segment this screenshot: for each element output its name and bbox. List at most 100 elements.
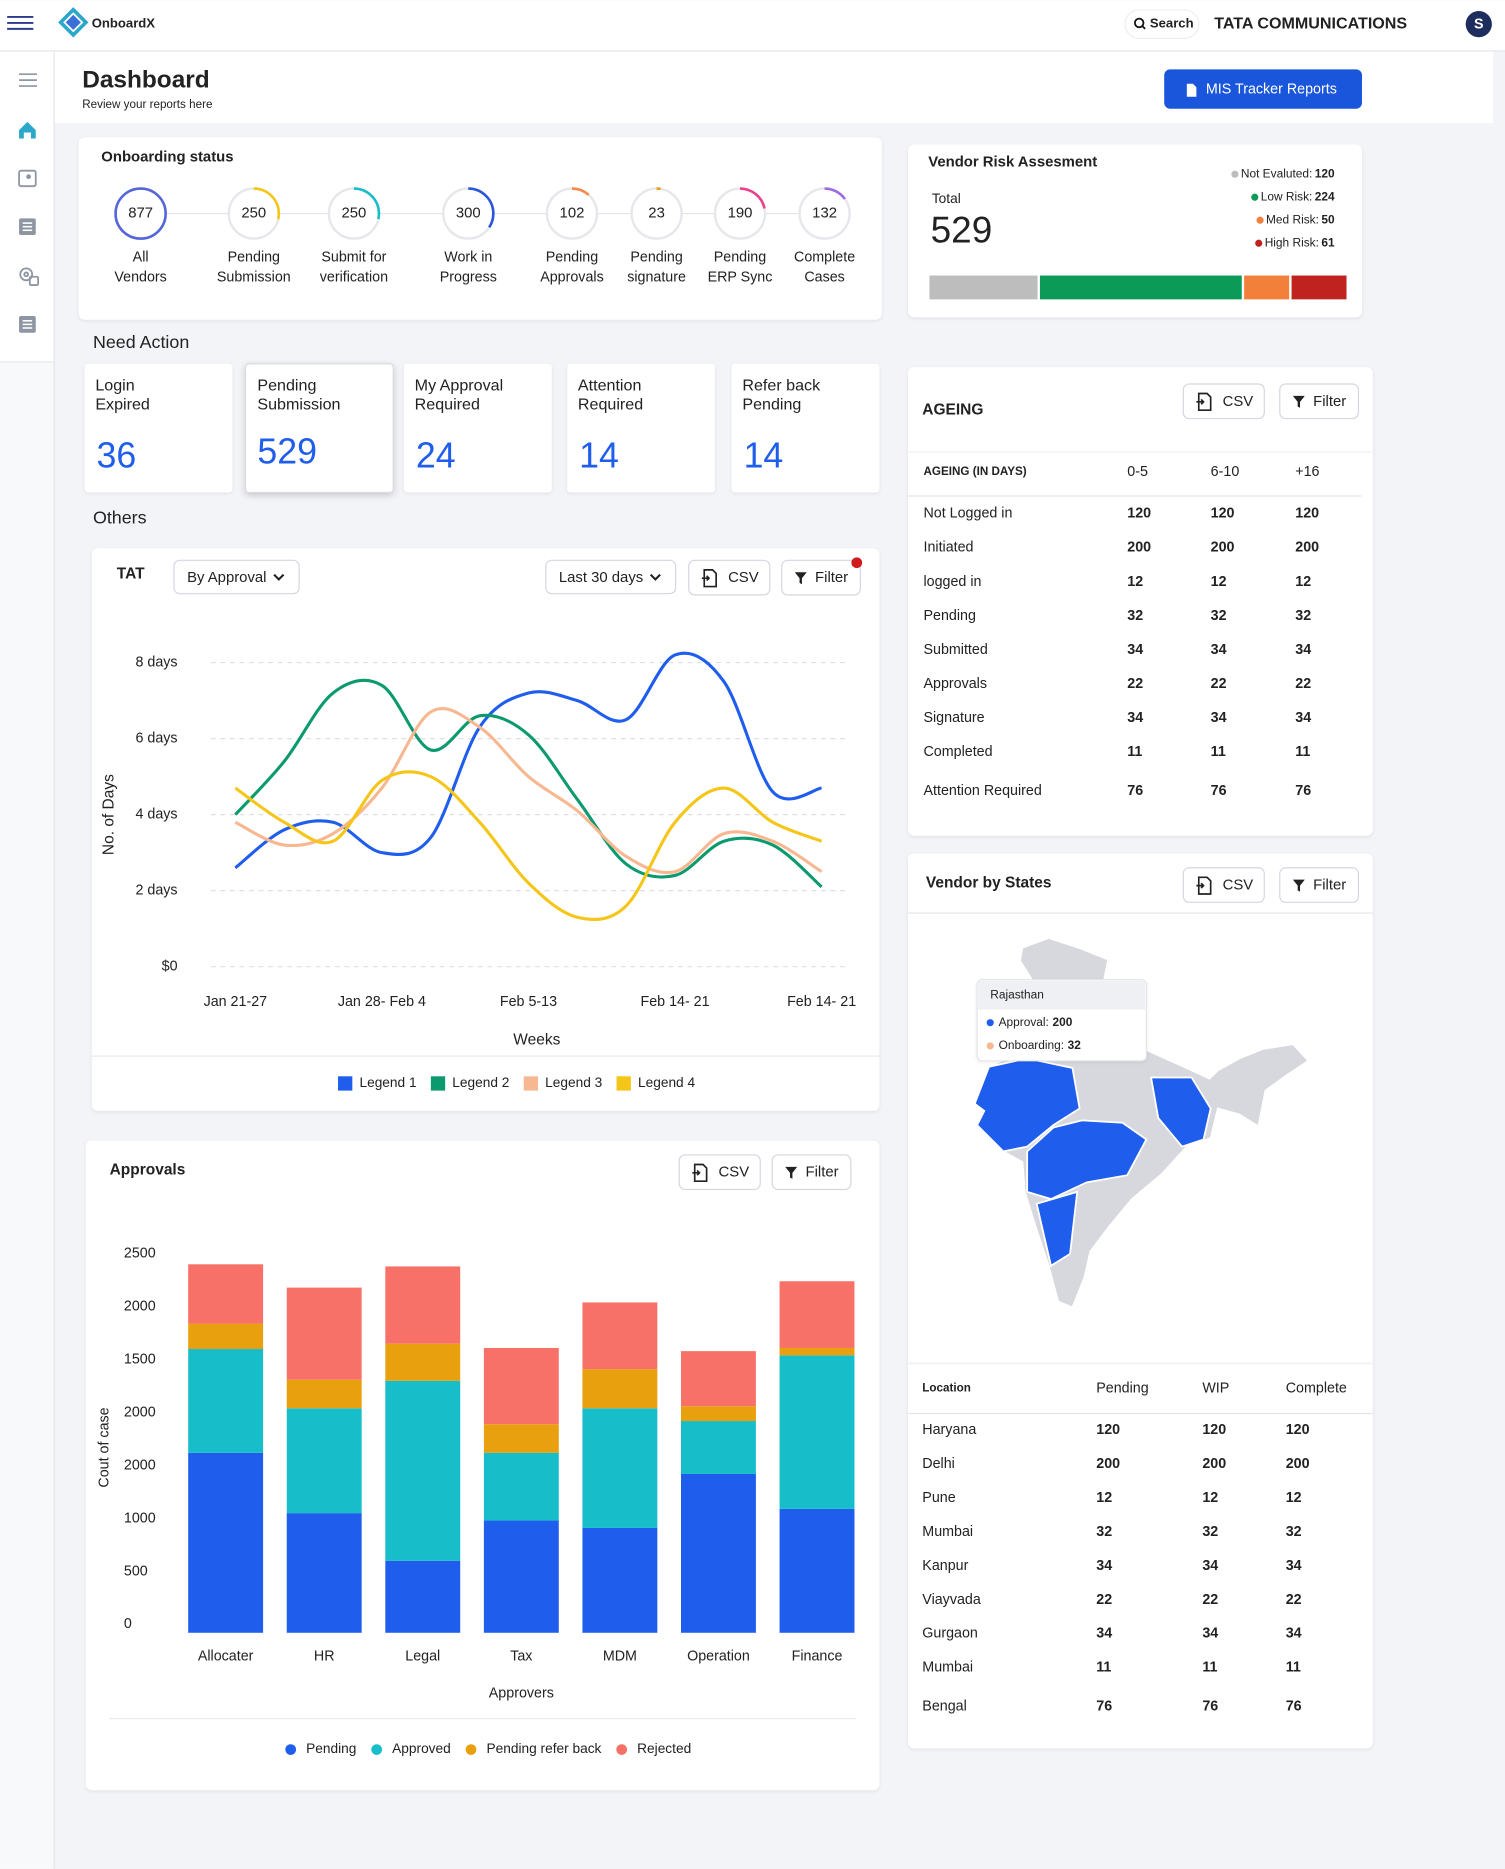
status-arc: [713, 187, 767, 240]
status-label: Pending: [630, 249, 682, 265]
status-arc: [545, 187, 599, 240]
action-value: 14: [744, 435, 784, 475]
bar-segment: [681, 1421, 756, 1474]
table-cell: 11: [1096, 1660, 1111, 1676]
table-cell: 120: [1286, 1422, 1310, 1438]
action-card[interactable]: [731, 363, 880, 493]
status-value: 250: [241, 206, 266, 222]
action-value: 36: [97, 435, 137, 475]
legend-label: Legend 1: [359, 1075, 416, 1090]
legend: Pending Approved Pending refer back Rejecte…: [285, 1741, 691, 1756]
table-cell: 34: [1286, 1558, 1302, 1574]
filter-button[interactable]: [771, 1154, 852, 1191]
total-label: Total: [932, 191, 961, 206]
map-state: [1035, 1190, 1079, 1268]
section-title: AGEING: [922, 401, 983, 418]
bar-segment: [582, 1408, 658, 1528]
tooltip-title: Rajasthan: [990, 987, 1044, 1001]
action-label: Submission: [257, 396, 340, 414]
table-cell: 34: [1202, 1558, 1218, 1574]
risk-legend-label: Med Risk:: [1266, 212, 1319, 226]
bar-segment: [779, 1347, 855, 1356]
action-card[interactable]: [244, 363, 394, 494]
mis-report-button[interactable]: [1164, 69, 1363, 109]
status-label: ERP Sync: [708, 270, 773, 286]
legend-swatch: [465, 1744, 477, 1755]
nav-settings[interactable]: [19, 267, 40, 286]
csv-icon: [1196, 876, 1212, 895]
menu-button[interactable]: [7, 16, 34, 30]
search-button[interactable]: [1124, 9, 1200, 40]
table-cell: 76: [1295, 783, 1311, 799]
x-axis-title: Approvers: [489, 1685, 554, 1701]
legend-label: Rejected: [637, 1741, 691, 1756]
tooltip-value: 200: [1052, 1015, 1072, 1029]
bar-segment: [188, 1349, 264, 1453]
tooltip-label: Approval:: [999, 1015, 1049, 1029]
sidebar-menu: [0, 51, 54, 362]
status-value: 132: [812, 206, 837, 222]
action-card[interactable]: [84, 363, 233, 493]
bar-segment: [483, 1452, 559, 1521]
y-tick-label: 2000: [124, 1457, 156, 1473]
action-label: Pending: [742, 396, 801, 414]
y-tick-label: $0: [162, 958, 178, 974]
dropdown[interactable]: [173, 559, 300, 595]
chart-title: Approvals: [110, 1162, 186, 1179]
y-tick-label: 1500: [124, 1352, 156, 1368]
map-tooltip-header: [978, 980, 1146, 1010]
table-cell: 22: [1096, 1592, 1112, 1608]
csv-label: CSV: [1223, 878, 1254, 894]
table-cell: 34: [1096, 1558, 1112, 1574]
table-cell: 200: [1211, 540, 1235, 556]
action-card[interactable]: [567, 363, 715, 493]
status-label: Submit for: [321, 249, 386, 265]
table-cell: 11: [1127, 744, 1142, 760]
table-cell: 34: [1202, 1626, 1218, 1642]
dropdown-chevron: [273, 573, 285, 581]
table-cell: 11: [1295, 744, 1310, 760]
legend-swatch: [371, 1744, 383, 1755]
map-state: [1026, 1119, 1148, 1200]
table-cell: 34: [1286, 1626, 1302, 1642]
nav-reports[interactable]: [18, 169, 37, 188]
table-row-label: Gurgaon: [922, 1626, 978, 1642]
table-row-label: Bengal: [922, 1698, 966, 1714]
dropdown[interactable]: [545, 559, 677, 595]
table-header: Complete: [1286, 1380, 1347, 1396]
bar-segment: [582, 1369, 658, 1409]
action-card[interactable]: [403, 363, 552, 493]
bar-segment: [483, 1347, 559, 1425]
action-label: Pending: [257, 377, 316, 395]
filter-button[interactable]: [1279, 383, 1360, 420]
bar-segment: [385, 1266, 461, 1344]
nav-home[interactable]: [19, 121, 36, 139]
status-value: 23: [648, 206, 665, 222]
y-tick-label: 4 days: [135, 806, 177, 822]
map-state: [1150, 1076, 1212, 1148]
filter-button[interactable]: [1279, 867, 1360, 903]
filter-button[interactable]: [781, 559, 861, 596]
nav-table[interactable]: [19, 316, 36, 333]
nav-list[interactable]: [19, 218, 36, 236]
table-cell: 34: [1096, 1626, 1112, 1642]
status-arc: [441, 187, 495, 240]
table-cell: 22: [1127, 676, 1143, 692]
filter-active-dot: [851, 557, 863, 569]
csv-label: CSV: [728, 570, 759, 586]
table-cell: 32: [1286, 1524, 1302, 1540]
table-cell: 34: [1211, 710, 1227, 726]
sidebar-collapse[interactable]: [19, 73, 37, 87]
bar-segment: [681, 1351, 756, 1407]
y-tick-label: 1000: [124, 1510, 156, 1526]
legend-swatch: [616, 1744, 628, 1755]
bar-segment: [286, 1287, 362, 1380]
y-tick-label: 2000: [124, 1404, 156, 1420]
table-row-label: Mumbai: [922, 1660, 973, 1676]
avatar[interactable]: [1465, 11, 1492, 38]
table-cell: 200: [1096, 1456, 1120, 1472]
risk-legend-label: High Risk:: [1265, 235, 1319, 249]
filter-icon: [1292, 395, 1305, 408]
table-row-label: Initiated: [923, 540, 973, 556]
risk-legend-value: 50: [1321, 212, 1335, 226]
